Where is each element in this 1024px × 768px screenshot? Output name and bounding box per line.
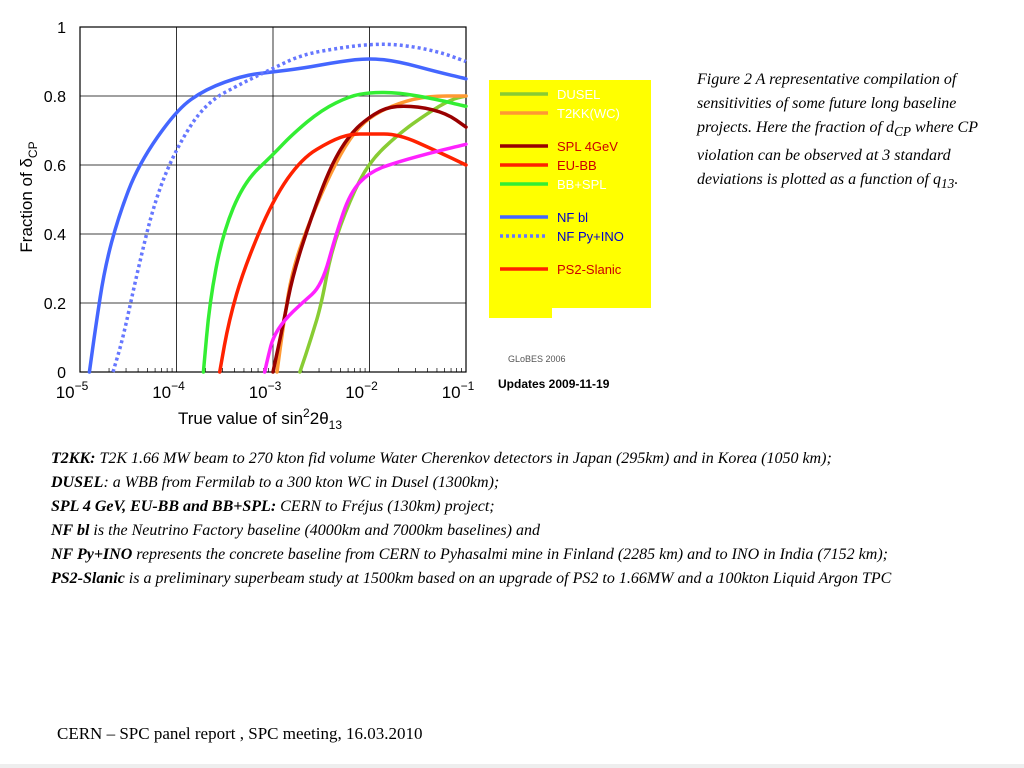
legend-label: NF bl (557, 210, 588, 225)
y-tick-label: 0 (57, 365, 66, 382)
legend-label: PS2-Slanic (557, 262, 622, 277)
legend-label: DUSEL (557, 87, 600, 102)
sensitivity-chart: 10−5 10−4 10−3 10−2 10−1 0 0.2 0.4 0.6 0.8 1 DUSEL… (17, 20, 651, 432)
y-axis-label: Fraction of δCP (17, 141, 40, 252)
legend-label: BB+SPL (557, 177, 607, 192)
legend-label: SPL 4GeV (557, 139, 618, 154)
y-tick-label: 0.6 (44, 158, 66, 175)
globes-watermark: GLoBES 2006 (508, 354, 566, 364)
note-item: NF Py+INO represents the concrete baseli… (51, 546, 888, 563)
note-item: T2KK: T2K 1.66 MW beam to 270 kton fid v… (51, 450, 832, 467)
legend-label: NF Py+INO (557, 229, 624, 244)
y-tick-label: 0.8 (44, 89, 66, 106)
x-tick-label: 10−4 (152, 379, 185, 402)
legend-label: EU-BB (557, 158, 597, 173)
footer-text: CERN – SPC panel report , SPC meeting, 1… (57, 724, 423, 743)
curve-bb-spl (201, 90, 468, 374)
note-item: SPL 4 GeV, EU-BB and BB+SPL: CERN to Fré… (51, 498, 495, 515)
legend-label: T2KK(WC) (557, 106, 620, 121)
y-tick-label: 0.4 (44, 227, 66, 244)
curve-nf-bl (87, 57, 468, 374)
legend-box-tail (489, 300, 552, 318)
curve-nf-py-ino (111, 42, 467, 373)
x-tick-label: 10−1 (442, 379, 475, 402)
y-tick-label: 0.2 (44, 296, 66, 313)
x-tick-label: 10−2 (345, 379, 378, 402)
curve-ps2-slanic (262, 142, 468, 374)
update-note: Updates 2009-11-19 (498, 377, 610, 391)
x-tick-label: 10−3 (249, 379, 282, 402)
bottom-rule (0, 764, 1024, 768)
project-notes: T2KK: T2K 1.66 MW beam to 270 kton fid v… (51, 447, 981, 591)
x-tick-label: 10−5 (56, 379, 89, 402)
figure-caption: Figure 2 A representative compilation of… (697, 71, 978, 192)
y-tick-label: 1 (57, 20, 66, 37)
note-item: NF bl is the Neutrino Factory baseline (… (51, 522, 540, 539)
x-axis-label: True value of sin22θ13 (178, 406, 342, 432)
note-item: PS2-Slanic is a preliminary superbeam st… (51, 570, 892, 587)
note-item: DUSEL: a WBB from Fermilab to a 300 kton… (51, 474, 500, 491)
curve-eu-bb (217, 132, 468, 374)
